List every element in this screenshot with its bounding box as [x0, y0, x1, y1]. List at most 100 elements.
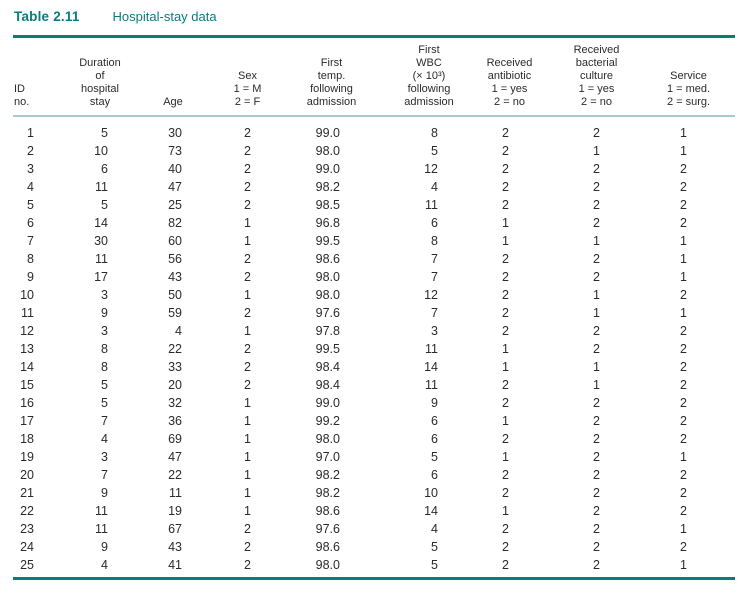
- table-row: 22 11 19 1 98.6 14 1 2 2: [13, 502, 735, 520]
- table-cell-service: 1: [680, 234, 687, 248]
- table-cell-first_wbc: 8: [431, 126, 438, 140]
- table-cell-bacterial_culture: 1: [593, 306, 600, 320]
- table-cell-bacterial_culture: 2: [593, 504, 600, 518]
- table-cell-first_wbc: 5: [431, 558, 438, 572]
- table-cell-antibiotic: 1: [502, 360, 509, 374]
- table-cell-service: 2: [680, 414, 687, 428]
- table-cell-first_temp: 98.2: [315, 468, 340, 482]
- table-row: 17 7 36 1 99.2 6 1 2 2: [13, 412, 735, 430]
- table-row: 2 10 73 2 98.0 5 2 1 1: [13, 142, 735, 160]
- table-body: 1 5 30 2 99.0 8 2 2 1 2 10 73 2 98.0 5 2 1 1 3 6 40 2 99.0 12 2 2…: [13, 116, 735, 577]
- table-cell-service: 2: [680, 198, 687, 212]
- table-cell-duration: 9: [101, 306, 108, 320]
- header-cell-first_wbc: First WBC (× 10³) following admission: [378, 38, 468, 117]
- table-cell-bacterial_culture: 2: [593, 270, 600, 284]
- table-cell-id: 22: [20, 504, 34, 518]
- table-cell-duration: 8: [101, 342, 108, 356]
- table-cell-first_temp: 98.0: [315, 558, 340, 572]
- table-cell-antibiotic: 2: [502, 144, 509, 158]
- table-cell-id: 4: [27, 180, 34, 194]
- table-cell-first_temp: 97.6: [315, 522, 340, 536]
- table-caption: Hospital-stay data: [112, 9, 217, 24]
- table-cell-id: 5: [27, 198, 34, 212]
- table-cell-bacterial_culture: 2: [593, 198, 600, 212]
- table-cell-sex: 2: [244, 378, 251, 392]
- table-cell-id: 11: [21, 306, 34, 320]
- table-cell-antibiotic: 2: [502, 288, 509, 302]
- table-cell-first_temp: 99.5: [315, 234, 340, 248]
- table-cell-age: 60: [168, 234, 182, 248]
- table-cell-id: 1: [27, 126, 34, 140]
- table-cell-antibiotic: 1: [502, 504, 509, 518]
- table-cell-antibiotic: 1: [502, 216, 509, 230]
- table-cell-sex: 1: [244, 396, 251, 410]
- table-cell-first_wbc: 8: [431, 234, 438, 248]
- table-cell-id: 25: [20, 558, 34, 572]
- table-cell-duration: 11: [95, 252, 108, 266]
- table-cell-service: 2: [680, 504, 687, 518]
- table-cell-antibiotic: 2: [502, 396, 509, 410]
- table-cell-antibiotic: 1: [502, 450, 509, 464]
- table-cell-bacterial_culture: 1: [593, 360, 600, 374]
- table-cell-age: 36: [168, 414, 182, 428]
- table-cell-antibiotic: 2: [502, 306, 509, 320]
- table-cell-duration: 9: [101, 540, 108, 554]
- table-cell-sex: 2: [244, 144, 251, 158]
- table-cell-age: 50: [168, 288, 182, 302]
- table-cell-antibiotic: 1: [502, 414, 509, 428]
- table-cell-service: 1: [680, 450, 687, 464]
- table-cell-duration: 11: [95, 522, 108, 536]
- table-cell-id: 12: [20, 324, 34, 338]
- table-cell-service: 2: [680, 342, 687, 356]
- table-cell-duration: 5: [101, 378, 108, 392]
- table-row: 12 3 4 1 97.8 3 2 2 2: [13, 322, 735, 340]
- table-cell-duration: 7: [101, 414, 108, 428]
- table-cell-service: 2: [680, 378, 687, 392]
- table-cell-service: 1: [680, 522, 687, 536]
- table-cell-duration: 3: [101, 450, 108, 464]
- table-cell-sex: 2: [244, 540, 251, 554]
- table-cell-age: 69: [168, 432, 182, 446]
- table-cell-id: 2: [27, 144, 34, 158]
- table-cell-first_wbc: 14: [424, 360, 438, 374]
- table-cell-duration: 30: [94, 234, 108, 248]
- table-cell-service: 2: [680, 540, 687, 554]
- table-cell-id: 23: [20, 522, 34, 536]
- table-cell-antibiotic: 2: [502, 486, 509, 500]
- table-cell-sex: 1: [244, 216, 251, 230]
- table-cell-id: 6: [27, 216, 34, 230]
- table-cell-first_temp: 98.5: [315, 198, 340, 212]
- table-cell-sex: 1: [244, 468, 251, 482]
- table-cell-service: 2: [680, 180, 687, 194]
- bottom-rule: [13, 577, 735, 580]
- table-cell-first_temp: 99.0: [315, 396, 340, 410]
- table-cell-first_wbc: 4: [431, 522, 438, 536]
- table-cell-first_temp: 97.6: [315, 306, 340, 320]
- table-row: 16 5 32 1 99.0 9 2 2 2: [13, 394, 735, 412]
- table-cell-service: 1: [680, 558, 687, 572]
- table-cell-first_temp: 98.0: [315, 270, 340, 284]
- table-cell-bacterial_culture: 1: [593, 378, 600, 392]
- table-cell-age: 41: [168, 558, 182, 572]
- hospital-stay-table: ID no. Duration of hospital stay Age Sex 1 …: [13, 38, 735, 577]
- table-cell-duration: 11: [95, 504, 108, 518]
- table-cell-first_temp: 97.8: [315, 324, 340, 338]
- table-cell-service: 1: [680, 126, 687, 140]
- table-cell-sex: 2: [244, 306, 251, 320]
- header-cell-sex: Sex 1 = M 2 = F: [210, 38, 285, 117]
- table-cell-duration: 14: [94, 216, 108, 230]
- table-cell-service: 2: [680, 396, 687, 410]
- table-cell-bacterial_culture: 2: [593, 540, 600, 554]
- table-cell-age: 56: [168, 252, 182, 266]
- table-cell-bacterial_culture: 2: [593, 558, 600, 572]
- table-cell-first_temp: 96.8: [315, 216, 340, 230]
- table-cell-age: 47: [168, 180, 182, 194]
- table-cell-age: 19: [168, 504, 182, 518]
- table-row: 21 9 11 1 98.2 10 2 2 2: [13, 484, 735, 502]
- table-cell-age: 20: [168, 378, 182, 392]
- table-cell-id: 13: [20, 342, 34, 356]
- table-cell-age: 11: [169, 486, 182, 500]
- table-row: 3 6 40 2 99.0 12 2 2 2: [13, 160, 735, 178]
- table-cell-bacterial_culture: 1: [593, 144, 600, 158]
